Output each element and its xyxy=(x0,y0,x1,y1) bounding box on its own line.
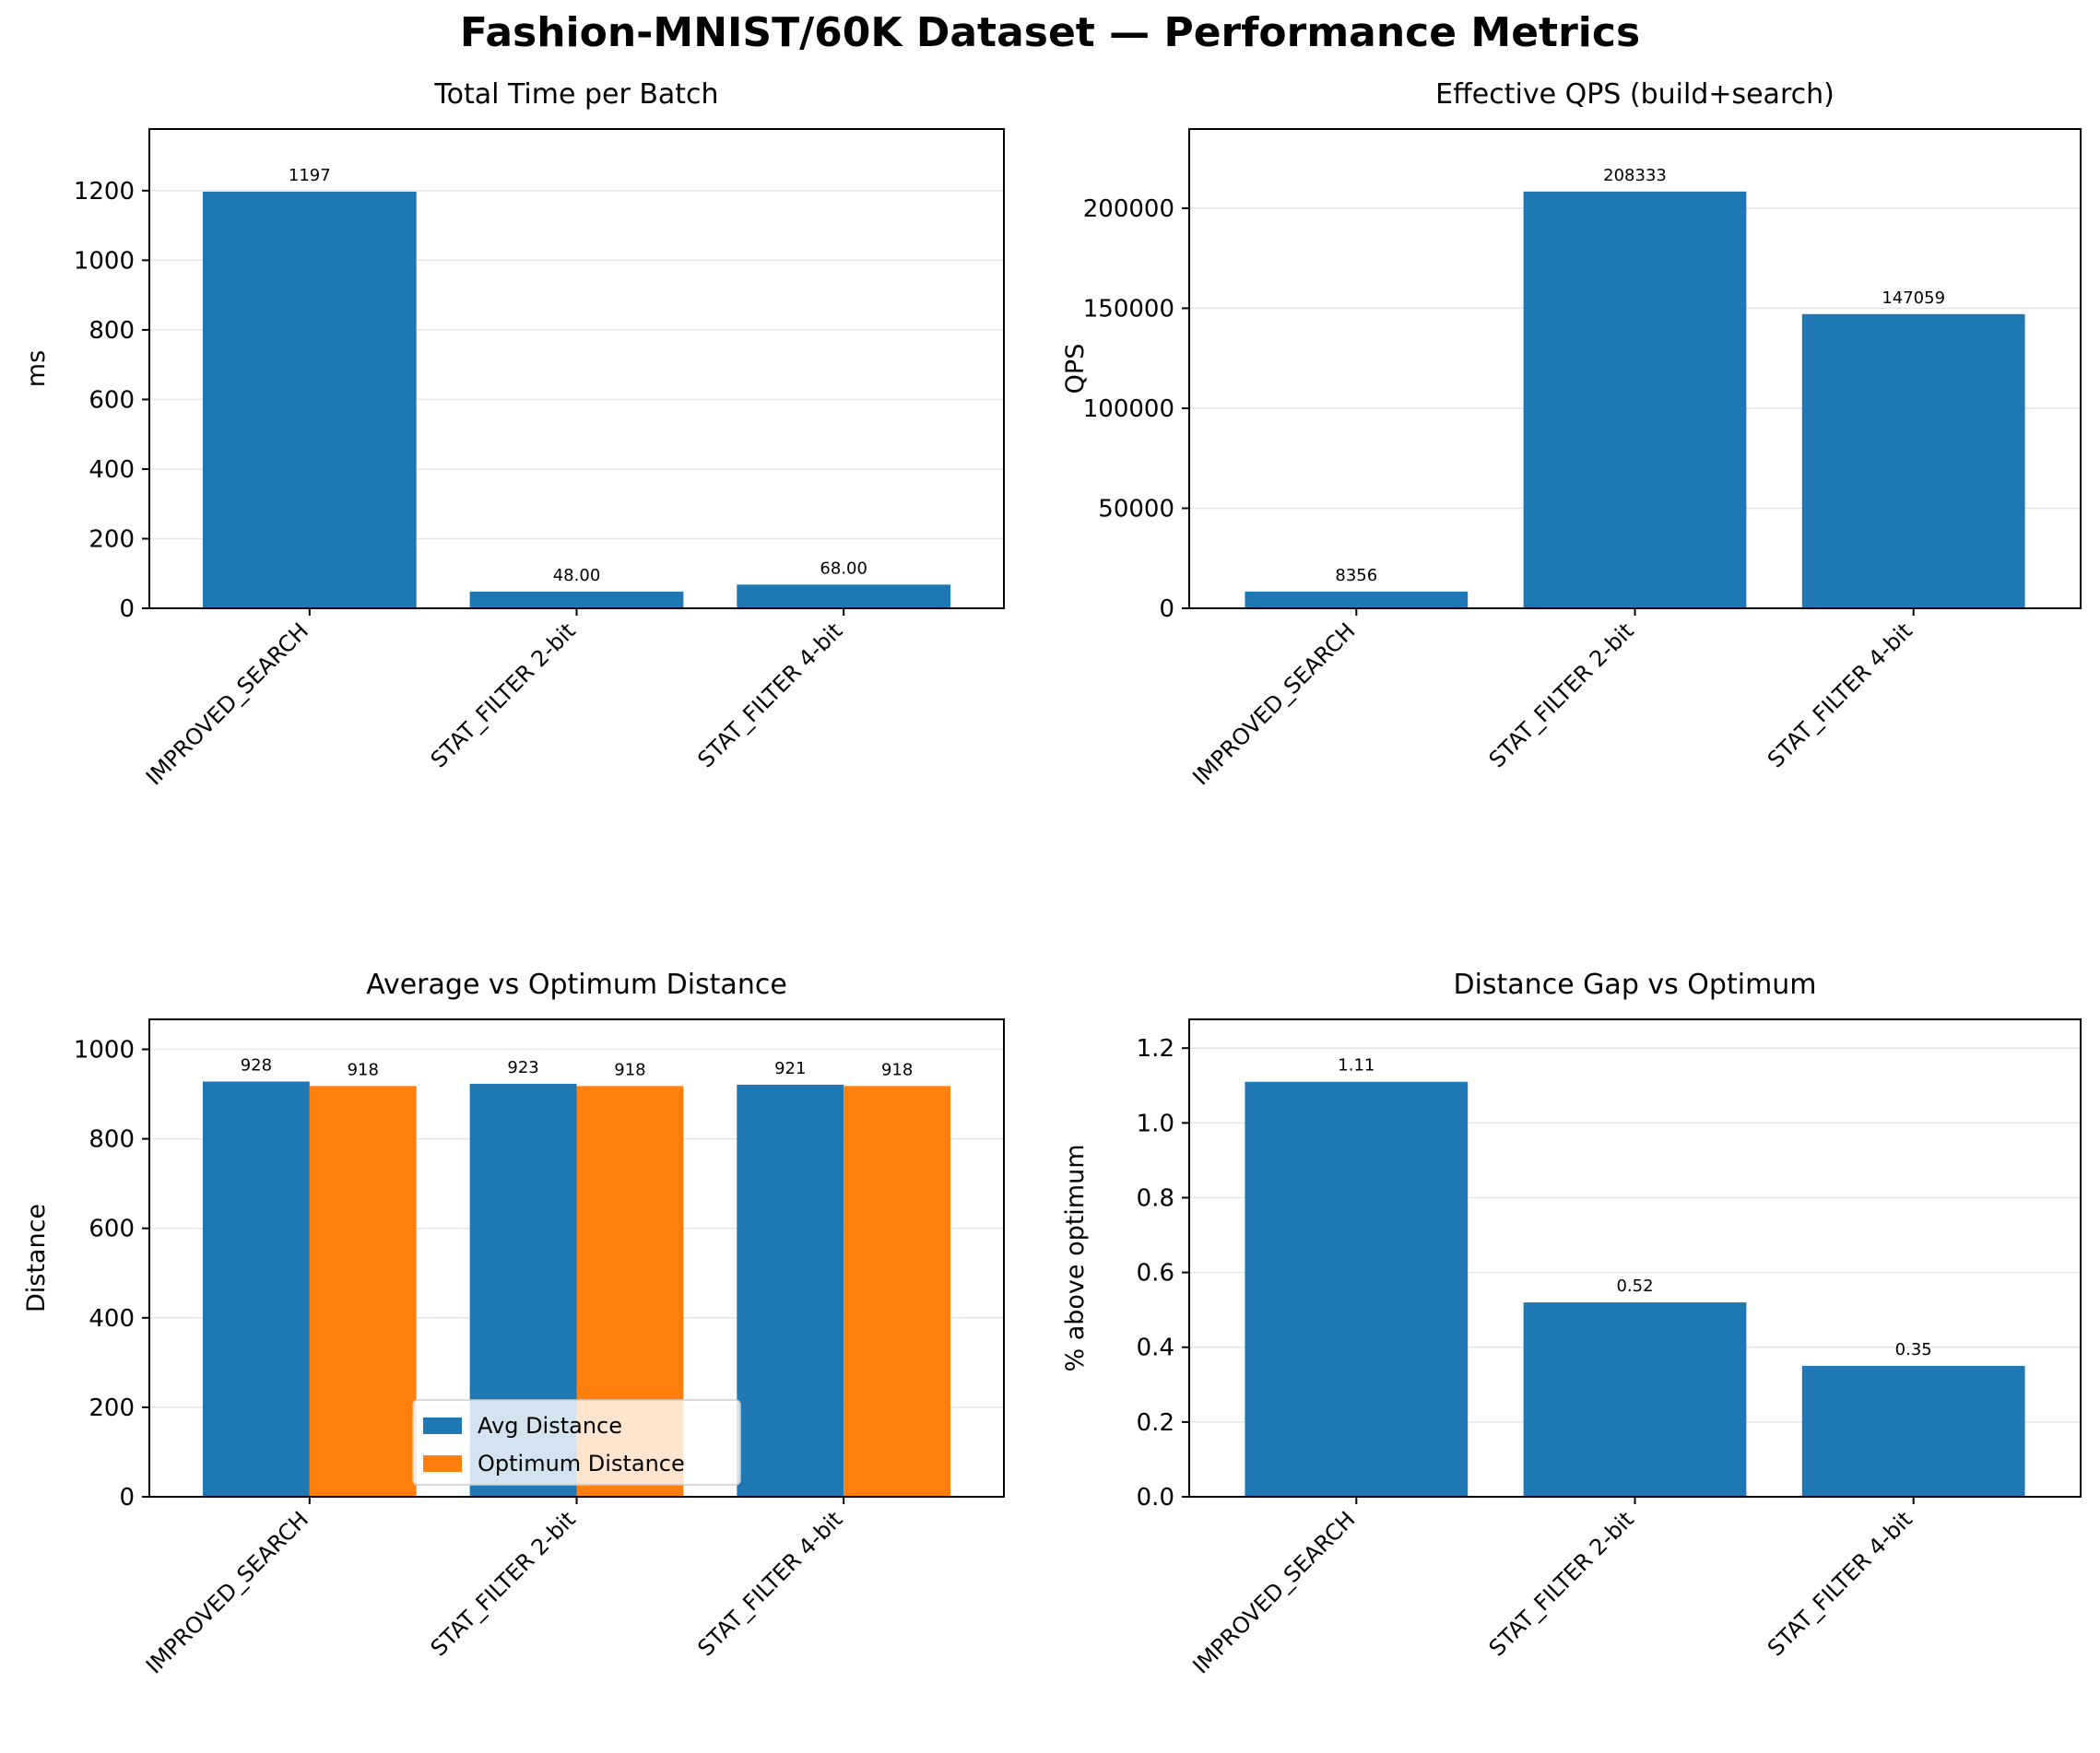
effective-qps-x-tick-label: STAT_FILTER 4-bit xyxy=(1763,618,1917,772)
distance-gap-y-tick-label: 0.0 xyxy=(1137,1484,1174,1512)
distance-gap-bar xyxy=(1245,1081,1469,1497)
total-time-y-tick-label: 600 xyxy=(88,386,135,414)
total-time-x-tick-label: STAT_FILTER 2-bit xyxy=(426,618,581,772)
avg-vs-optimum-data-label: 921 xyxy=(774,1059,806,1078)
total-time-data-label: 68.00 xyxy=(820,559,867,578)
distance-gap-y-tick-label: 0.6 xyxy=(1137,1260,1174,1288)
total-time-x-tick-label: STAT_FILTER 4-bit xyxy=(692,618,847,772)
total-time-bar xyxy=(202,191,417,608)
total-time-data-label: 1197 xyxy=(289,166,331,185)
effective-qps-title: Effective QPS (build+search) xyxy=(1435,78,1835,111)
total-time-y-tick-label: 1000 xyxy=(74,247,135,275)
avg-vs-optimum-title: Average vs Optimum Distance xyxy=(366,969,787,1001)
avg-vs-optimum-bar xyxy=(202,1081,310,1497)
avg-vs-optimum-legend-swatch xyxy=(423,1418,462,1434)
avg-vs-optimum-legend-swatch xyxy=(423,1455,462,1472)
distance-gap-bar xyxy=(1801,1366,2025,1497)
effective-qps-y-tick-label: 0 xyxy=(1159,595,1174,623)
total-time-bar xyxy=(469,591,684,608)
avg-vs-optimum-y-axis-label: Distance xyxy=(22,1204,51,1312)
distance-gap-y-tick-label: 1.2 xyxy=(1137,1035,1174,1063)
effective-qps-bar xyxy=(1245,591,1469,608)
figure-title: Fashion-MNIST/60K Dataset — Performance … xyxy=(459,9,1641,56)
distance-gap-x-tick-label: STAT_FILTER 4-bit xyxy=(1763,1506,1917,1661)
avg-vs-optimum-y-tick-label: 800 xyxy=(88,1126,135,1154)
avg-vs-optimum-x-tick-label: IMPROVED_SEARCH xyxy=(141,1506,313,1678)
distance-gap-data-label: 0.52 xyxy=(1616,1277,1653,1296)
total-time-y-tick-label: 0 xyxy=(119,595,135,623)
distance-gap-x-tick-label: STAT_FILTER 2-bit xyxy=(1484,1506,1639,1661)
total-time-y-tick-label: 800 xyxy=(88,317,135,345)
effective-qps-y-tick-label: 200000 xyxy=(1083,195,1174,223)
effective-qps-data-label: 208333 xyxy=(1603,166,1667,185)
avg-vs-optimum-y-tick-label: 1000 xyxy=(74,1037,135,1065)
total-time-data-label: 48.00 xyxy=(553,566,601,585)
avg-vs-optimum-bar xyxy=(844,1086,951,1497)
distance-gap-y-tick-label: 0.2 xyxy=(1137,1409,1174,1437)
distance-gap-y-tick-label: 0.8 xyxy=(1137,1184,1174,1212)
distance-gap-y-tick-label: 0.4 xyxy=(1137,1335,1174,1362)
distance-gap-y-axis-label: % above optimum xyxy=(1061,1144,1090,1371)
total-time-bar xyxy=(737,584,951,608)
avg-vs-optimum-data-label: 918 xyxy=(614,1060,645,1079)
avg-vs-optimum-x-tick-label: STAT_FILTER 2-bit xyxy=(426,1506,581,1661)
avg-vs-optimum-x-tick-label: STAT_FILTER 4-bit xyxy=(692,1506,847,1661)
distance-gap-data-label: 1.11 xyxy=(1338,1056,1374,1076)
avg-vs-optimum-y-tick-label: 0 xyxy=(119,1484,135,1512)
avg-vs-optimum-data-label: 928 xyxy=(241,1055,272,1075)
total-time-y-axis-label: ms xyxy=(22,350,51,387)
distance-gap-data-label: 0.35 xyxy=(1895,1340,1932,1359)
total-time-y-tick-label: 200 xyxy=(88,525,135,553)
distance-gap-y-tick-label: 1.0 xyxy=(1137,1110,1174,1137)
distance-gap-bar xyxy=(1523,1302,1747,1497)
total-time-title: Total Time per Batch xyxy=(433,78,718,111)
effective-qps-y-tick-label: 50000 xyxy=(1098,495,1174,523)
avg-vs-optimum-y-tick-label: 200 xyxy=(88,1394,135,1422)
avg-vs-optimum-bar xyxy=(309,1086,417,1497)
distance-gap-title: Distance Gap vs Optimum xyxy=(1453,969,1816,1001)
avg-vs-optimum-legend-label: Optimum Distance xyxy=(478,1451,685,1477)
effective-qps-y-tick-label: 100000 xyxy=(1083,395,1174,423)
avg-vs-optimum-legend-box xyxy=(412,1399,741,1486)
total-time-x-tick-label: IMPROVED_SEARCH xyxy=(141,618,313,790)
effective-qps-y-axis-label: QPS xyxy=(1061,344,1090,394)
avg-vs-optimum-legend-label: Avg Distance xyxy=(478,1413,622,1439)
effective-qps-data-label: 147059 xyxy=(1882,288,1945,308)
total-time-y-tick-label: 400 xyxy=(88,456,135,484)
effective-qps-bar xyxy=(1801,313,2025,608)
total-time-y-tick-label: 1200 xyxy=(74,178,135,206)
avg-vs-optimum-data-label: 918 xyxy=(348,1060,379,1079)
effective-qps-bar xyxy=(1523,191,1747,609)
effective-qps-x-tick-label: IMPROVED_SEARCH xyxy=(1187,618,1360,790)
avg-vs-optimum-data-label: 923 xyxy=(507,1058,538,1077)
avg-vs-optimum-data-label: 918 xyxy=(881,1060,913,1079)
effective-qps-y-tick-label: 150000 xyxy=(1083,295,1174,323)
effective-qps-data-label: 8356 xyxy=(1335,566,1377,585)
distance-gap-x-tick-label: IMPROVED_SEARCH xyxy=(1187,1506,1360,1678)
avg-vs-optimum-bar xyxy=(737,1084,844,1497)
effective-qps-x-tick-label: STAT_FILTER 2-bit xyxy=(1484,618,1639,772)
avg-vs-optimum-y-tick-label: 600 xyxy=(88,1216,135,1243)
avg-vs-optimum-y-tick-label: 400 xyxy=(88,1305,135,1333)
